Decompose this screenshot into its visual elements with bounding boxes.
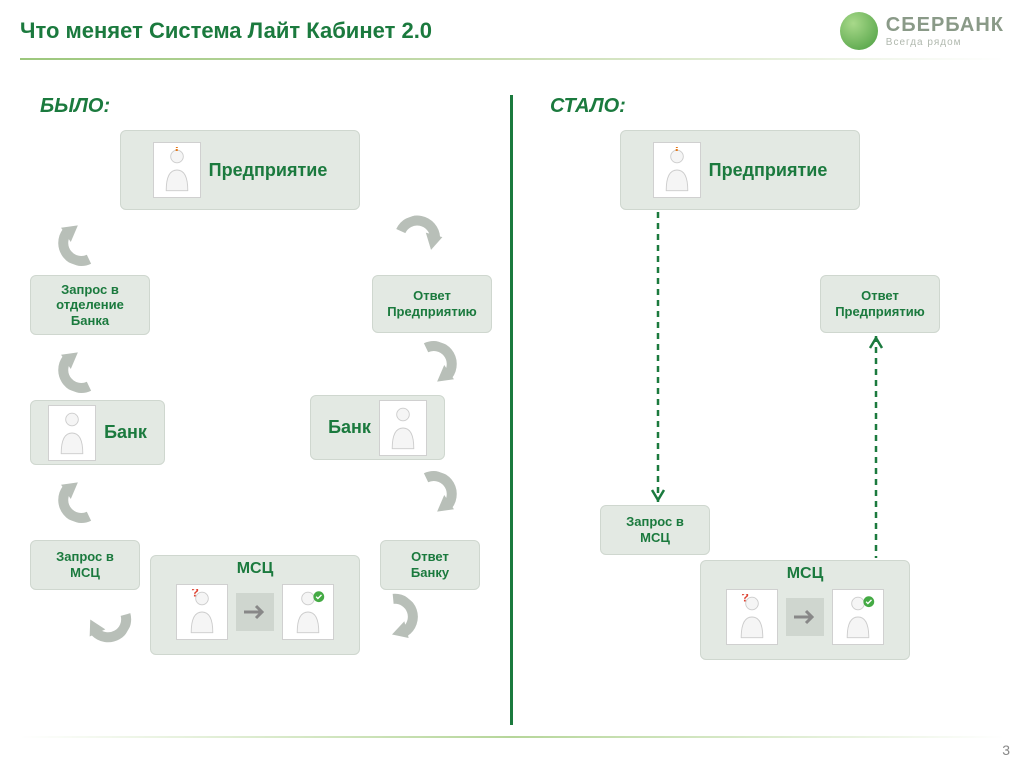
node-left-request_msc: Запрос в МСЦ — [30, 540, 140, 590]
node-right-msc: МСЦ ? — [700, 560, 910, 660]
node-left-answer_enterprise: Ответ Предприятию — [372, 275, 492, 333]
arrow-left-5 — [410, 472, 450, 512]
diagram-canvas: ? Предприятие Запрос в отделение Банка Отв… — [0, 120, 1024, 740]
node-right-request_msc: Запрос в МСЦ — [600, 505, 710, 555]
svg-text:?: ? — [172, 147, 181, 155]
dashed-arrow-1 — [868, 336, 884, 563]
node-right-answer_enterprise: Ответ Предприятию — [820, 275, 940, 333]
brand-logo: СБЕРБАНК Всегда рядом — [840, 12, 1004, 50]
divider-top — [20, 58, 1004, 60]
node-left-bank_left: Банк — [30, 400, 165, 465]
page-number: 3 — [1002, 742, 1010, 758]
brand-name: СБЕРБАНК — [886, 14, 1004, 37]
arrow-left-3 — [80, 595, 120, 635]
node-left-bank_right: Банк — [310, 395, 445, 460]
node-left-enterprise: ? Предприятие — [120, 130, 360, 210]
arrow-left-7 — [395, 215, 435, 255]
section-right-label: СТАЛО: — [550, 95, 626, 117]
arrow-left-6 — [410, 342, 450, 382]
node-left-msc: МСЦ ? — [150, 555, 360, 655]
arrow-left-0 — [55, 215, 95, 255]
section-left-label: БЫЛО: — [40, 95, 110, 117]
arrow-left-1 — [55, 342, 95, 382]
brand-tagline: Всегда рядом — [886, 37, 1004, 48]
svg-text:?: ? — [741, 594, 749, 605]
node-left-answer_bank: Ответ Банку — [380, 540, 480, 590]
arrow-left-4 — [370, 595, 410, 635]
logo-icon — [840, 12, 878, 50]
arrow-left-2 — [55, 472, 95, 512]
svg-text:?: ? — [191, 589, 199, 600]
node-left-request_branch: Запрос в отделение Банка — [30, 275, 150, 335]
node-right-enterprise: ? Предприятие — [620, 130, 860, 210]
svg-text:?: ? — [672, 147, 681, 155]
page-title: Что меняет Система Лайт Кабинет 2.0 — [20, 18, 432, 44]
divider-bottom — [20, 736, 1004, 738]
dashed-arrow-0 — [650, 212, 666, 507]
